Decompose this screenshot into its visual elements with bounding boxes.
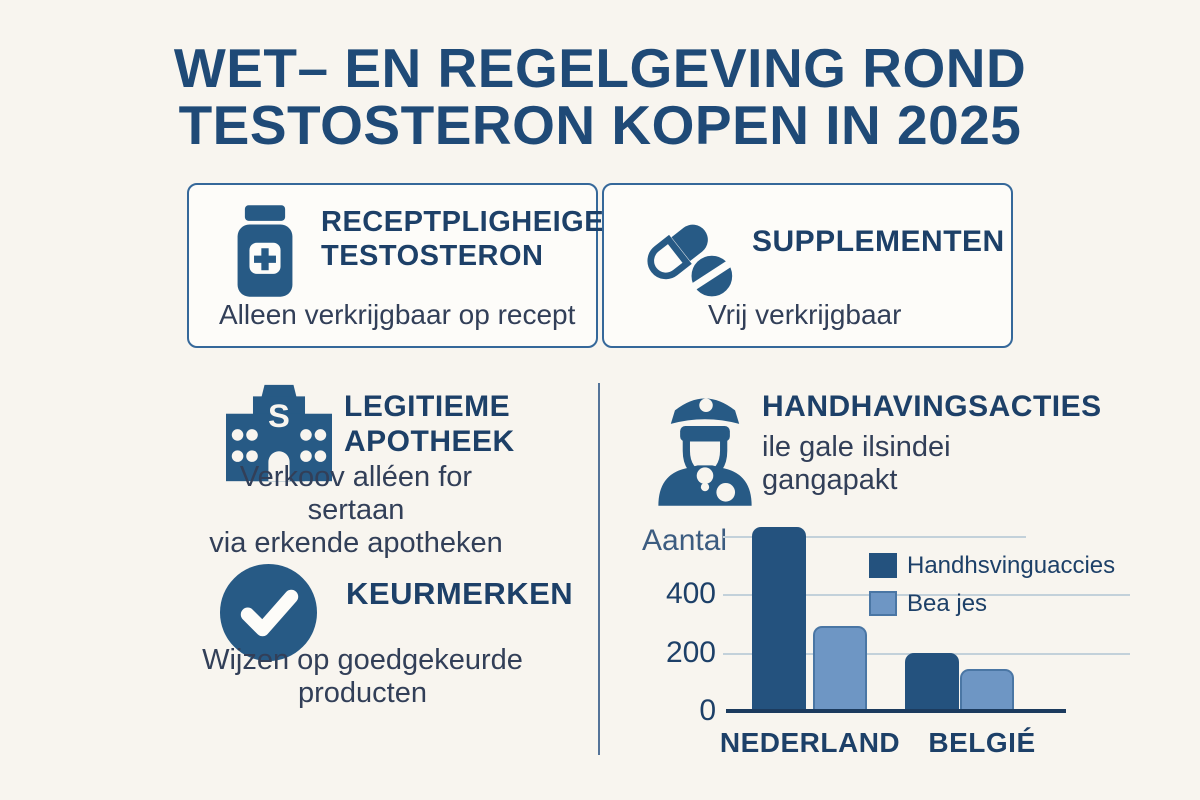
- y-axis-label: Aantal: [642, 524, 728, 557]
- keurmerken-heading: KEURMERKEN: [346, 576, 574, 611]
- bar-nederland-series2: [813, 626, 867, 711]
- apotheek-heading-line1: LEGITIEME: [344, 390, 511, 423]
- card-supplementen-heading: SUPPLEMENTEN: [752, 225, 1005, 258]
- pills-icon: [640, 211, 744, 312]
- keurmerken-body: Wijzen op goedgekeurde producten: [190, 644, 535, 710]
- card-supplementen: SUPPLEMENTEN Vrij verkrijgbaar: [602, 183, 1013, 348]
- page-title-line1: WET– EN REGELGEVING ROND: [173, 37, 1027, 99]
- legend-label: Bea jes: [907, 590, 988, 617]
- legend-swatch: [869, 591, 897, 616]
- chart-gridline: [723, 594, 1130, 596]
- page-title-line2: TESTOSTERON KOPEN IN 2025: [178, 94, 1022, 157]
- handhaving-body-line2: gangapakt: [762, 464, 898, 496]
- handhaving-body: ile gale ilsindei gangapakt: [762, 431, 951, 497]
- page-title: WET– EN REGELGEVING ROND TESTOSTERON KOP…: [0, 37, 1200, 157]
- card-prescription-heading-line1: RECEPTPLIGHEIGE: [321, 206, 605, 238]
- legend-label: Handhsvinguaccies: [907, 552, 1116, 579]
- apotheek-heading-line2: APOTHEEK: [344, 425, 515, 458]
- card-prescription-heading-line2: TESTOSTERON: [321, 240, 544, 272]
- svg-text:S: S: [268, 397, 290, 434]
- keurmerken-body-line2: producten: [298, 677, 427, 709]
- card-prescription-testosteron: RECEPTPLIGHEIGE TESTOSTERON Alleen verkr…: [187, 183, 604, 348]
- y-axis-tick-label: 400: [665, 577, 716, 610]
- handhaving-heading: HANDHAVINGSACTIES: [762, 390, 1102, 423]
- x-axis-line: [726, 709, 1066, 713]
- handhaving-body-line1: ile gale ilsindei: [762, 431, 951, 463]
- x-axis-category-label: NEDERLAND: [719, 727, 901, 758]
- chart-gridline: [723, 535, 1026, 538]
- check-circle-icon: [219, 563, 318, 667]
- apotheek-body-line2: via erkende apotheken: [209, 527, 503, 559]
- bar-belgié-series1: [905, 652, 959, 711]
- card-prescription-heading: RECEPTPLIGHEIGE TESTOSTERON: [321, 205, 604, 273]
- card-prescription-body: Alleen verkrijgbaar op recept: [219, 299, 576, 330]
- apotheek-body: Verkoov alléen for sertaan via erkende a…: [188, 461, 524, 560]
- card-supplementen-body: Vrij verkrijgbaar: [708, 299, 902, 330]
- bar-nederland-series1: [752, 526, 806, 711]
- bar-chart: 400 200 0 Aantal NEDERLAND BELGIÉ Handhsvingua…: [630, 515, 1175, 790]
- pharmacy-building-icon: S: [226, 382, 332, 489]
- apotheek-body-line1: Verkoov alléen for sertaan: [239, 461, 473, 526]
- vertical-divider: [598, 383, 600, 755]
- pill-bottle-icon: [233, 201, 297, 306]
- legend-swatch: [869, 553, 897, 578]
- apotheek-heading: LEGITIEME APOTHEEK: [344, 389, 515, 459]
- keurmerken-body-line1: Wijzen op goedgekeurde: [202, 644, 523, 676]
- y-axis-tick-label: 200: [665, 635, 716, 669]
- bar-belgié-series2: [960, 668, 1014, 711]
- y-axis-tick-label: 0: [699, 694, 716, 727]
- police-officer-icon: [648, 376, 762, 511]
- x-axis-category-label: BELGIÉ: [928, 727, 1036, 758]
